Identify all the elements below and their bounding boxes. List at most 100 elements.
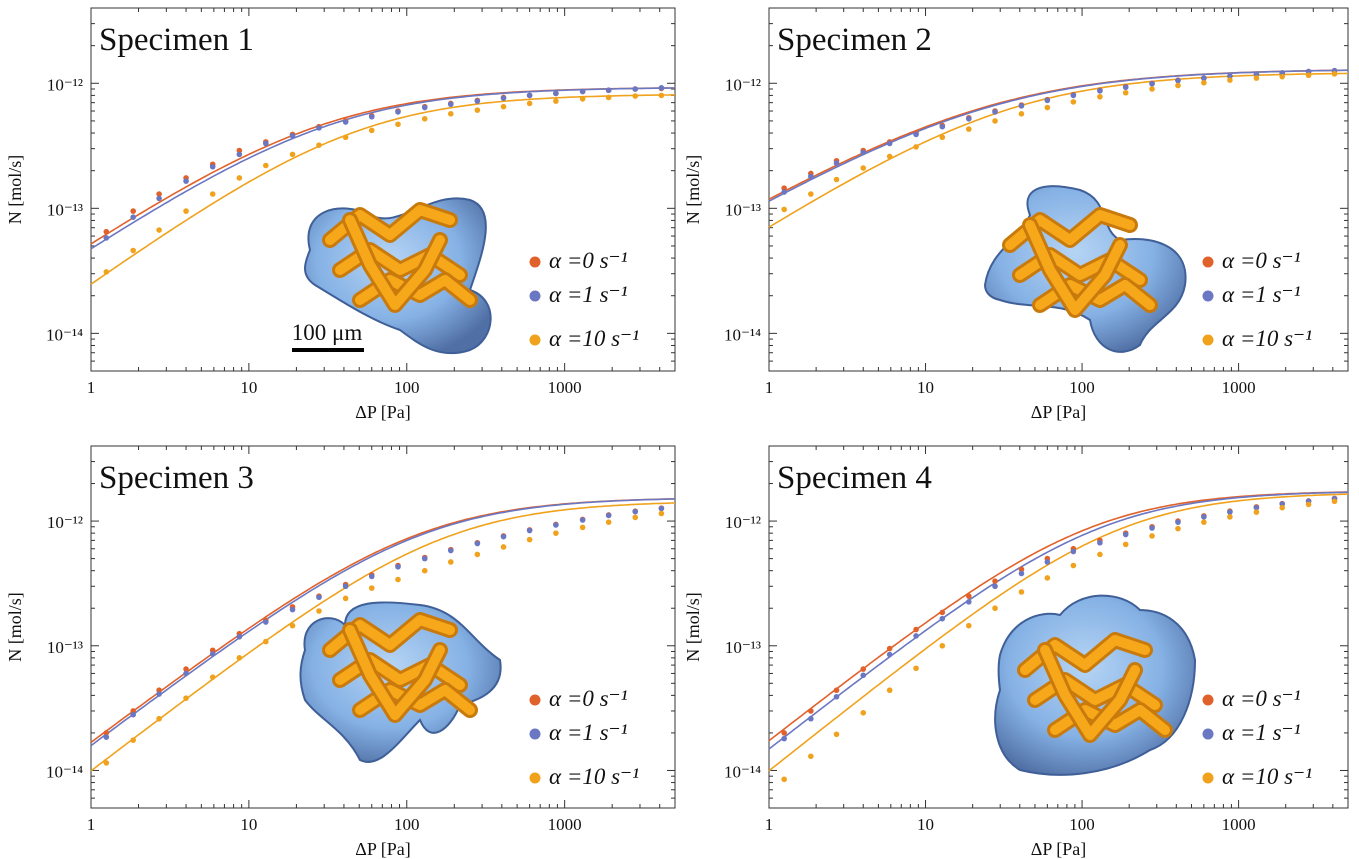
data-point <box>263 619 269 625</box>
legend-marker <box>1202 694 1214 706</box>
legend-marker <box>529 290 541 302</box>
data-point <box>886 687 893 694</box>
pore-network-3d-render <box>299 601 502 763</box>
data-point <box>395 109 401 115</box>
panel-title: Specimen 4 <box>777 460 932 496</box>
data-point <box>966 593 972 599</box>
legend-marker <box>1202 728 1214 740</box>
data-point <box>808 173 814 180</box>
legend-label: α =10 s⁻¹ <box>549 764 639 789</box>
x-axis-label: ΔP [Pa] <box>355 402 410 422</box>
data-point <box>658 505 665 512</box>
fit-line <box>768 72 1349 228</box>
x-tick-label: 1 <box>765 815 774 834</box>
data-point <box>808 715 814 722</box>
plot-frame <box>90 445 676 809</box>
data-point <box>833 731 840 738</box>
data-point <box>236 655 243 661</box>
data-point <box>1070 92 1077 99</box>
data-point <box>183 666 189 672</box>
x-tick-label: 1000 <box>1222 378 1256 397</box>
data-point <box>1097 88 1103 94</box>
data-point <box>553 522 559 528</box>
data-point <box>1097 551 1103 558</box>
data-point <box>860 149 867 156</box>
data-point <box>1097 93 1103 100</box>
data-point <box>368 127 375 134</box>
legend-marker <box>529 772 541 784</box>
data-point <box>130 737 136 743</box>
x-tick-label: 10 <box>240 378 257 397</box>
pore-channel-highlight <box>345 215 445 310</box>
data-point <box>395 576 401 583</box>
pore-channel-highlight <box>1025 220 1125 315</box>
legend-label: α =10 s⁻¹ <box>1222 764 1312 789</box>
data-point <box>781 730 787 736</box>
data-point <box>1070 562 1077 569</box>
scale-bar-label: 100 μm <box>292 320 363 345</box>
pore-network-3d-render <box>304 197 492 355</box>
data-point <box>579 96 586 102</box>
data-point <box>833 160 840 166</box>
pore-network-3d-render <box>983 185 1187 353</box>
data-point <box>886 153 893 160</box>
data-point <box>1253 509 1260 515</box>
x-tick-label: 100 <box>1069 378 1095 397</box>
data-point <box>447 101 454 108</box>
data-point <box>966 599 972 605</box>
chart-panel: 1 10 100 1000 10⁻¹⁴ 10⁻¹³ 10⁻¹² ΔP [Pa] N [mol/s… <box>5 7 676 422</box>
x-tick-label: 100 <box>394 815 420 834</box>
x-tick-label: 1 <box>87 815 96 834</box>
fit-line <box>768 69 1348 200</box>
data-point <box>447 111 454 117</box>
data-point <box>1122 84 1129 91</box>
data-point <box>289 606 296 613</box>
data-point <box>103 269 110 275</box>
data-point <box>289 622 296 629</box>
data-point <box>103 730 110 736</box>
data-point <box>526 92 533 99</box>
legend-label: α =1 s⁻¹ <box>1222 282 1301 307</box>
data-point <box>913 665 919 672</box>
data-point <box>1227 73 1233 79</box>
pore-channel-highlight <box>345 625 445 720</box>
y-tick-label: 10⁻¹³ <box>47 200 83 219</box>
data-point <box>103 734 110 740</box>
legend-label: α =1 s⁻¹ <box>1222 720 1301 745</box>
data-point <box>209 163 216 170</box>
data-point <box>156 227 162 233</box>
data-point <box>1149 525 1155 531</box>
data-point <box>156 191 162 197</box>
data-point <box>209 191 216 197</box>
data-point <box>1331 498 1338 505</box>
data-point <box>447 559 454 565</box>
data-point <box>553 98 559 104</box>
data-point <box>939 134 946 141</box>
panel-title: Specimen 1 <box>99 22 254 58</box>
data-point <box>860 666 867 672</box>
y-tick-label: 10⁻¹⁴ <box>724 325 761 344</box>
data-point <box>781 776 787 783</box>
x-tick-label: 1000 <box>1222 815 1256 834</box>
x-tick-label: 1 <box>87 378 96 397</box>
data-point <box>368 585 375 591</box>
data-point <box>1018 589 1025 595</box>
x-tick-label: 1000 <box>548 378 582 397</box>
data-point <box>236 634 243 640</box>
data-point <box>236 175 243 181</box>
data-point <box>526 100 533 107</box>
data-point <box>474 107 481 113</box>
pore-volume-shape <box>994 594 1197 776</box>
data-point <box>342 595 349 602</box>
data-point <box>1044 97 1051 104</box>
plot-frame <box>768 7 1349 372</box>
chart-panel: 1 10 100 1000 10⁻¹⁴ 10⁻¹³ 10⁻¹² ΔP [Pa] N [mol/s… <box>5 445 676 859</box>
data-point <box>1201 75 1207 81</box>
data-point <box>316 608 322 614</box>
data-point <box>1149 81 1155 87</box>
pore-channel-highlight <box>1040 645 1140 740</box>
y-tick-label: 10⁻¹² <box>725 513 761 532</box>
data-point <box>316 142 322 148</box>
data-point <box>1175 82 1181 89</box>
data-point <box>860 710 867 716</box>
